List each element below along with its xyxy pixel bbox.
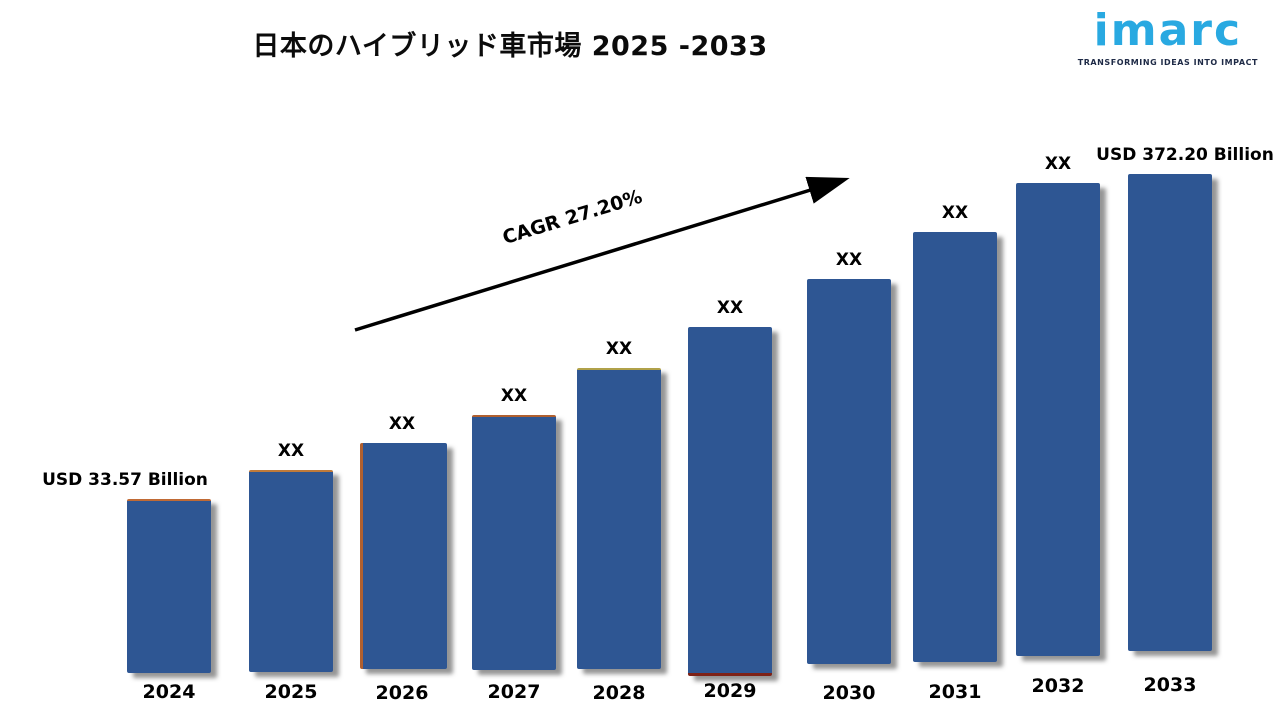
x-axis-label-2028: 2028 — [592, 682, 646, 704]
page-title: 日本のハイブリッド車市場 2025 -2033 — [252, 31, 768, 62]
bar-2025 — [249, 470, 333, 672]
bar-value-label-2032: XX — [1044, 154, 1072, 174]
bar-2033 — [1128, 174, 1212, 651]
bar-2027 — [472, 415, 556, 670]
bar-value-label-2027: XX — [500, 386, 528, 406]
bar-value-label-2028: XX — [605, 339, 633, 359]
x-axis-label-2030: 2030 — [822, 682, 876, 704]
bar-2032 — [1016, 183, 1100, 656]
bar-value-label-2024: USD 33.57 Billion — [42, 470, 208, 490]
bar-2026 — [360, 443, 447, 669]
imarc-logo: imarc TRANSFORMING IDEAS INTO IMPACT — [1077, 5, 1258, 67]
x-axis-label-2027: 2027 — [487, 681, 541, 703]
x-axis-label-2026: 2026 — [375, 682, 429, 704]
bar-value-label-2025: XX — [277, 441, 305, 461]
bar-value-label-2033: USD 372.20 Billion — [1096, 145, 1274, 165]
x-axis-label-2024: 2024 — [142, 681, 196, 703]
bar-2024 — [127, 499, 211, 673]
bar-2031 — [913, 232, 997, 662]
imarc-logo-tagline: TRANSFORMING IDEAS INTO IMPACT — [1077, 57, 1258, 67]
x-axis-label-2032: 2032 — [1031, 675, 1085, 697]
imarc-logo-wordmark: imarc — [1093, 5, 1243, 56]
bar-value-label-2026: XX — [388, 414, 416, 434]
bar-2028 — [577, 368, 661, 669]
x-axis-label-2033: 2033 — [1143, 674, 1197, 696]
bar-2030 — [807, 279, 891, 664]
bar-2029 — [688, 327, 772, 676]
x-axis-label-2031: 2031 — [928, 681, 982, 703]
x-axis-label-2029: 2029 — [703, 680, 757, 702]
x-axis-label-2025: 2025 — [264, 681, 318, 703]
bar-value-label-2029: XX — [716, 298, 744, 318]
bar-value-label-2030: XX — [835, 250, 863, 270]
bar-value-label-2031: XX — [941, 203, 969, 223]
